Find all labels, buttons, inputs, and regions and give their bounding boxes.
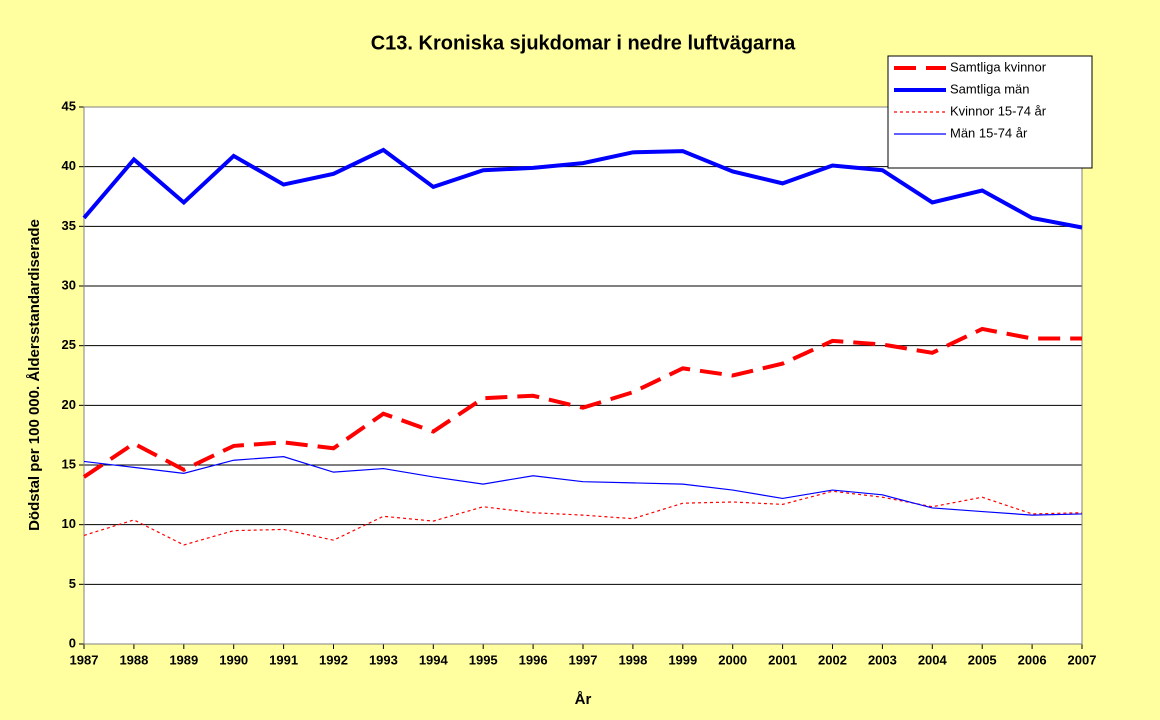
y-tick-label: 15 [62,456,76,471]
series-line [83,490,1083,546]
legend-box [887,55,1093,169]
series-line [82,147,1083,230]
y-tick-label: 5 [69,576,76,591]
x-tick-label: 1989 [169,652,198,667]
x-tick-label: 1996 [519,652,548,667]
legend-label: Kvinnor 15-74 år [950,103,1047,118]
y-tick-label: 45 [62,98,76,113]
x-tick-label: 1987 [70,652,99,667]
x-tick-label: 1997 [569,652,598,667]
series-line [83,456,1083,516]
legend-label: Män 15-74 år [950,125,1028,140]
y-tick-label: 35 [62,218,76,233]
x-tick-label: 2004 [918,652,948,667]
x-tick-label: 2005 [968,652,997,667]
y-tick-label: 40 [62,158,76,173]
chart-title: C13. Kroniska sjukdomar i nedre luftväga… [371,32,796,54]
y-axis-label: Dödstal per 100 000. Åldersstandardisera… [26,219,43,531]
legend-label: Samtliga kvinnor [950,59,1047,74]
x-tick-label: 1999 [668,652,697,667]
x-tick-label: 2000 [718,652,747,667]
x-tick-label: 1993 [369,652,398,667]
y-tick-label: 20 [62,397,76,412]
x-tick-label: 1991 [269,652,298,667]
x-tick-label: 1992 [319,652,348,667]
x-tick-label: 1998 [618,652,647,667]
y-tick-label: 30 [62,277,76,292]
x-tick-label: 1995 [469,652,498,667]
y-tick-label: 25 [62,337,76,352]
plot-border [83,106,1083,645]
x-axis-label: År [575,691,592,708]
plot-area [84,107,1082,644]
x-tick-label: 2007 [1068,652,1097,667]
series-line [82,326,1082,479]
y-tick-label: 10 [62,516,76,531]
x-tick-label: 1990 [219,652,248,667]
x-tick-label: 2003 [868,652,897,667]
legend-label: Samtliga män [950,81,1029,96]
y-tick-label: 0 [69,635,76,650]
x-tick-label: 2006 [1018,652,1047,667]
x-tick-label: 1988 [119,652,148,667]
x-tick-label: 1994 [419,652,449,667]
x-tick-label: 2002 [818,652,847,667]
x-tick-label: 2001 [768,652,797,667]
